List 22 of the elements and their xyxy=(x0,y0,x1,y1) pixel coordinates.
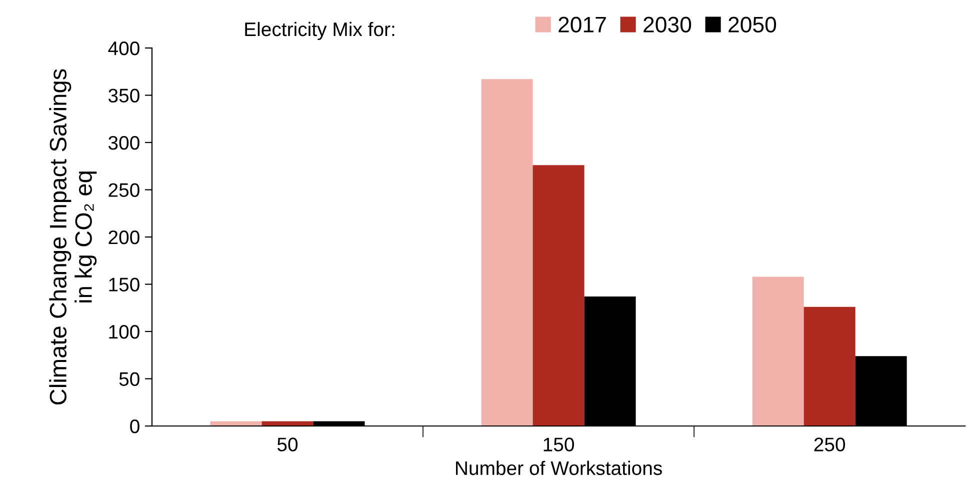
legend-label: 2050 xyxy=(728,16,776,32)
legend-label: 2017 xyxy=(558,16,606,32)
x-tick-label: 150 xyxy=(544,438,574,452)
x-axis-title: Number of Workstations xyxy=(456,460,662,476)
x-tick-label: 50 xyxy=(277,438,298,452)
y-tick-label: 200 xyxy=(108,230,140,244)
bar xyxy=(804,306,856,426)
y-tick-label: 300 xyxy=(108,136,140,150)
y-tick-label: 100 xyxy=(109,324,140,339)
y-tick-label: 400 xyxy=(108,41,140,56)
x-tick-label: 250 xyxy=(814,438,846,452)
bar xyxy=(481,79,533,426)
y-tick-label: 350 xyxy=(108,88,140,102)
y-axis-title: Climate Change Impact Savings in kg CO₂ eq xyxy=(49,69,97,404)
y-tick-label: 150 xyxy=(109,278,140,292)
legend-label: 2030 xyxy=(644,16,692,32)
legend-title: Electricity Mix for: xyxy=(245,22,394,40)
y-tick-label: 250 xyxy=(108,183,140,197)
y-tick-label: 0 xyxy=(130,419,140,434)
bar xyxy=(532,165,584,426)
y-tick-label: 50 xyxy=(119,372,140,386)
bar xyxy=(752,276,804,426)
